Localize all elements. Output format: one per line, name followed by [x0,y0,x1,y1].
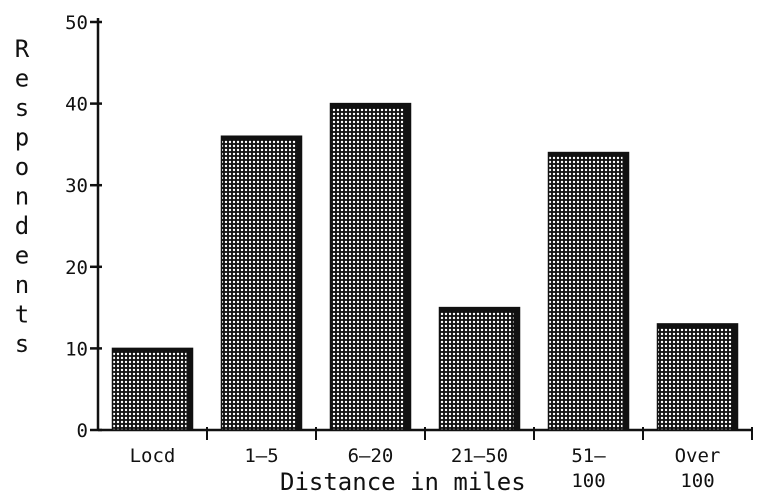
y-axis-title-letter: s [15,94,29,122]
bar-shadow-edge [731,323,738,430]
x-tick-label: Over [675,445,721,467]
bar [220,135,303,431]
bar-shadow-edge [513,307,520,430]
x-tick-label: 6–20 [348,445,394,467]
x-tick-label: 100 [680,470,714,492]
y-axis-title-letter: n [15,183,29,211]
y-ticks: 0 10 20 30 40 50 [65,12,102,442]
bar-top-edge [548,152,629,157]
y-tick-label: 50 [65,12,88,34]
y-axis-title-letter: d [15,212,29,240]
y-axis-title-letter: R [15,35,30,63]
y-axis-title-letter: e [15,242,29,270]
y-tick-label: 10 [65,338,88,360]
y-tick-label: 20 [65,257,88,279]
bar-shadow-edge [295,136,302,431]
y-tick-label: 30 [65,175,88,197]
x-tick-label: 51– [571,445,606,467]
y-axis-title-letter: n [15,271,29,299]
bar-top-edge [330,103,411,108]
y-axis-title-letter: s [15,330,29,358]
bar [547,151,630,431]
bar-top-edge [112,348,193,353]
bar [329,102,412,431]
x-tick-labels: Locd 1–5 6–20 21–50 51– 100 Over 100 [130,427,753,492]
bar-shadow-edge [186,348,193,430]
bar [656,323,739,431]
x-tick-label: 1–5 [244,445,278,467]
bar-shadow-edge [404,103,411,430]
x-tick-label: 21–50 [451,445,508,467]
bar-shadow-edge [622,152,629,430]
x-tick-label: 100 [571,470,605,492]
bar [111,347,194,431]
bar-top-edge [657,323,738,328]
bar-top-edge [439,307,520,312]
y-tick-label: 0 [77,420,88,442]
bar-top-edge [221,136,302,141]
y-axis-title-letter: t [15,301,29,329]
bar [438,306,521,431]
axes [96,18,752,432]
y-tick-label: 40 [65,94,88,116]
y-axis-title-letter: p [15,124,29,152]
x-tick-label: Locd [130,445,176,467]
bars [111,102,739,431]
y-axis-title-letter: e [15,65,29,93]
y-axis-title-letter: o [15,153,29,181]
x-axis-title: Distance in miles [280,468,526,496]
